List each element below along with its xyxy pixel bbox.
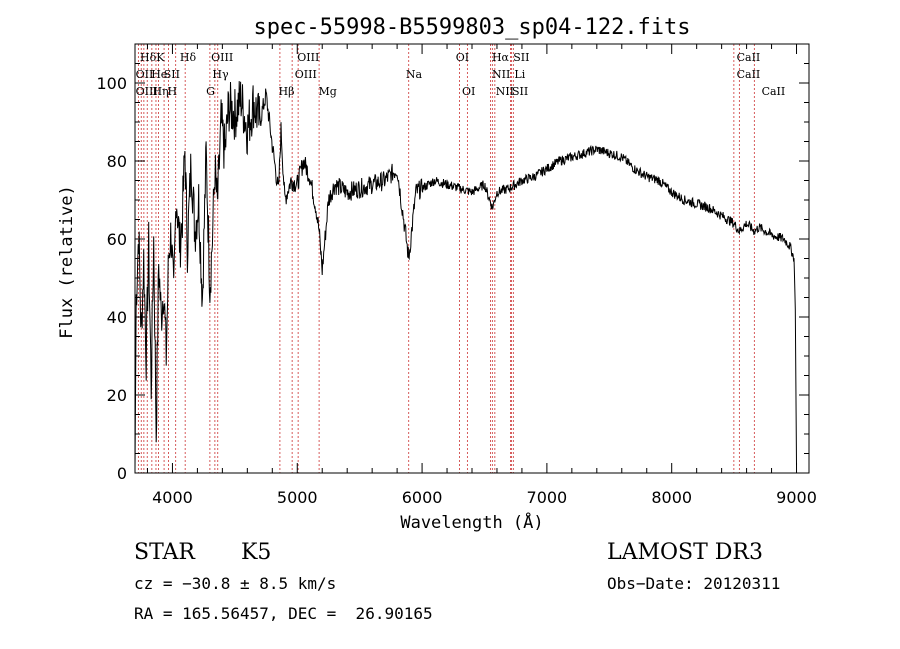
line-label-row2-3: Hγ bbox=[212, 68, 229, 81]
object-class: STAR bbox=[134, 540, 195, 565]
line-label-row2-1: He bbox=[151, 68, 167, 81]
line-label-row1-1: K bbox=[156, 51, 165, 64]
line-label-row1-0: Hδ bbox=[140, 51, 157, 64]
line-label-row1-3: OIII bbox=[211, 51, 233, 64]
plot-frame bbox=[134, 43, 810, 474]
line-label-row1-5: OI bbox=[456, 51, 469, 64]
y-tick-label: 0 bbox=[117, 464, 127, 483]
y-tick-label: 60 bbox=[107, 230, 127, 249]
line-label-row3-7: NII bbox=[496, 85, 514, 98]
x-tick-label: 8000 bbox=[651, 488, 692, 507]
ra-dec: RA = 165.56457, DEC = 26.90165 bbox=[134, 604, 433, 623]
y-tick-label: 80 bbox=[107, 152, 127, 171]
y-tick-label: 40 bbox=[107, 308, 127, 327]
x-tick-label: 5000 bbox=[277, 488, 318, 507]
spectrum-line bbox=[134, 81, 797, 470]
line-label-row2-0: OII bbox=[136, 68, 154, 81]
y-tick-label: 100 bbox=[96, 74, 127, 93]
emission-line-markers bbox=[137, 44, 755, 473]
line-label-row3-4: Hβ bbox=[279, 85, 295, 98]
line-label-row2-6: NII bbox=[492, 68, 510, 81]
line-label-row3-1: Hη bbox=[152, 85, 168, 98]
line-label-row2-7: Li bbox=[514, 68, 525, 81]
line-label-row1-4: OIII bbox=[297, 51, 319, 64]
spectrum-chart: spec-55998-B5599803_sp04-122.fits Hδ K Hδ O… bbox=[57, 15, 817, 533]
line-label-row1-6: Hα bbox=[492, 51, 510, 64]
y-axis-label: Flux (relative) bbox=[57, 185, 77, 339]
x-tick-label: 7000 bbox=[527, 488, 568, 507]
line-label-row2-4: OIII bbox=[295, 68, 317, 81]
obs-date: Obs−Date: 20120311 bbox=[607, 574, 781, 593]
line-label-row3-0: OIII bbox=[136, 85, 158, 98]
x-tick-label: 6000 bbox=[402, 488, 443, 507]
line-label-row3-8: SII bbox=[512, 85, 528, 98]
redshift-cz: cz = −30.8 ± 8.5 km/s bbox=[134, 574, 337, 593]
y-tick-label: 20 bbox=[107, 386, 127, 405]
line-label-row3-2: H bbox=[167, 85, 177, 98]
line-label-row3-3: G bbox=[206, 85, 215, 98]
x-tick-label: 9000 bbox=[776, 488, 817, 507]
line-label-row3-9: CaII bbox=[762, 85, 786, 98]
object-subclass: K5 bbox=[241, 540, 272, 565]
survey-name: LAMOST DR3 bbox=[607, 540, 763, 565]
x-axis-ticks: 4000 5000 6000 7000 8000 9000 bbox=[146, 44, 817, 507]
line-label-row1-2: Hδ bbox=[180, 51, 197, 64]
line-label-row3-6: OI bbox=[462, 85, 475, 98]
line-label-row1-7: SII bbox=[513, 51, 529, 64]
line-label-row3-5: Mg bbox=[318, 85, 336, 98]
y-axis-ticks: 0 20 40 60 80 100 bbox=[96, 43, 809, 483]
chart-title: spec-55998-B5599803_sp04-122.fits bbox=[253, 15, 690, 40]
line-label-row2-2: SII bbox=[164, 68, 180, 81]
line-label-row1-8: CaII bbox=[737, 51, 761, 64]
x-tick-label: 4000 bbox=[152, 488, 193, 507]
line-label-row2-5: Na bbox=[406, 68, 423, 81]
x-axis-label: Wavelength (Å) bbox=[400, 511, 543, 533]
line-label-row2-8: CaII bbox=[737, 68, 761, 81]
